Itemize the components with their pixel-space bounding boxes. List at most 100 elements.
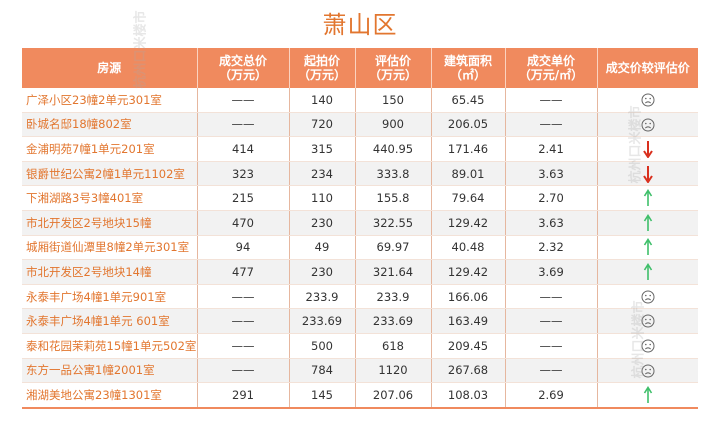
row-deal-cell: 414	[197, 136, 290, 162]
row-unit-cell: ——	[505, 88, 598, 113]
header-unit-price: 成交单价 （万元/㎡）	[505, 48, 598, 88]
row-deal-cell: 94	[197, 235, 290, 261]
row-eval-cell: 440.95	[355, 136, 432, 162]
row-deal-cell: 215	[197, 185, 290, 211]
header-unit-price-unit: （万元/㎡）	[518, 68, 584, 82]
row-source-name: 金浦明苑7幢1单元201室	[22, 136, 198, 162]
header-area-label: 建筑面积	[443, 54, 492, 68]
header-area: 建筑面积 （㎡）	[431, 48, 506, 88]
row-eval-cell: 207.06	[355, 382, 432, 409]
table-row: 永泰丰广场4幢1单元 601室 —— 233.69 233.69 163.49 ——	[22, 308, 698, 334]
up-arrow-icon	[643, 385, 653, 404]
row-start-cell: 233.69	[289, 308, 356, 334]
header-deal-total-label: 成交总价	[218, 54, 267, 68]
up-arrow-icon	[643, 189, 653, 207]
row-deal-cell: ——	[197, 284, 290, 310]
row-compare-cell	[597, 112, 698, 138]
table-row: 卧城名邸18幢802室 —— 720 900 206.05 ——	[22, 112, 698, 138]
sad-face-icon	[641, 364, 655, 378]
row-deal-cell: 323	[197, 161, 290, 187]
row-area-cell: 89.01	[431, 161, 506, 187]
row-area-cell: 40.48	[431, 235, 506, 261]
up-arrow-icon	[643, 238, 653, 256]
sad-face-icon	[641, 93, 655, 107]
row-compare-cell	[597, 333, 698, 359]
row-area-cell: 267.68	[431, 358, 506, 384]
row-eval-cell: 1120	[355, 358, 432, 384]
row-start-cell: 784	[289, 358, 356, 384]
row-start-cell: 230	[289, 210, 356, 236]
row-area-cell: 209.45	[431, 333, 506, 359]
row-source-name: 城厢街道仙潭里8幢2单元301室	[22, 235, 198, 261]
row-area-cell: 163.49	[431, 308, 506, 334]
row-unit-cell: 2.70	[505, 185, 598, 211]
header-source-label: 房源	[97, 61, 122, 75]
row-unit-cell: 3.63	[505, 161, 598, 187]
row-compare-cell	[597, 358, 698, 384]
row-compare-cell	[597, 382, 698, 409]
table-row: 银爵世纪公寓2幢1单元1102室 323 234 333.8 89.01 3.63	[22, 161, 698, 187]
row-unit-cell: 2.32	[505, 235, 598, 261]
row-unit-cell: 2.69	[505, 382, 598, 409]
row-source-name: 银爵世纪公寓2幢1单元1102室	[22, 161, 198, 187]
row-compare-cell	[597, 210, 698, 236]
row-eval-cell: 233.69	[355, 308, 432, 334]
row-area-cell: 79.64	[431, 185, 506, 211]
table-header-row: 房源 成交总价 （万元） 起拍价 （万元） 评估价 （万元） 建筑面积 （㎡）	[22, 48, 698, 88]
row-start-cell: 233.9	[289, 284, 356, 310]
row-start-cell: 500	[289, 333, 356, 359]
watermark: 杭州口米楼市	[133, 10, 149, 89]
row-source-name: 永泰丰广场4幢1单元901室	[22, 284, 198, 310]
table-row: 市北开发区2号地块14幢 477 230 321.64 129.42 3.69	[22, 259, 698, 285]
sad-face-icon	[641, 290, 655, 304]
row-eval-cell: 233.9	[355, 284, 432, 310]
row-deal-cell: 477	[197, 259, 290, 285]
row-unit-cell: ——	[505, 358, 598, 384]
row-compare-cell	[597, 284, 698, 310]
header-eval-price-unit: （万元）	[368, 68, 417, 82]
sad-face-icon	[641, 314, 655, 328]
row-source-name: 泰和花园茉莉苑15幢1单元502室	[22, 333, 198, 359]
row-compare-cell	[597, 235, 698, 261]
row-area-cell: 65.45	[431, 88, 506, 113]
header-start-price-label: 起拍价	[303, 54, 340, 68]
row-area-cell: 129.42	[431, 210, 506, 236]
row-source-name: 湘湖美地公寓23幢1301室	[22, 382, 198, 409]
row-deal-cell: 470	[197, 210, 290, 236]
row-deal-cell: ——	[197, 88, 290, 113]
table-row: 下湘湖路3号3幢401室 215 110 155.8 79.64 2.70	[22, 185, 698, 211]
table-row: 东方一品公寓1幢2001室 —— 784 1120 267.68 ——	[22, 358, 698, 384]
row-eval-cell: 322.55	[355, 210, 432, 236]
row-area-cell: 171.46	[431, 136, 506, 162]
row-source-name: 永泰丰广场4幢1单元 601室	[22, 308, 198, 334]
header-compare: 成交价较评估价	[597, 48, 698, 88]
header-source: 房源	[22, 48, 198, 88]
header-start-price: 起拍价 （万元）	[289, 48, 356, 88]
row-source-name: 市北开发区2号地块14幢	[22, 259, 198, 285]
header-start-price-unit: （万元）	[297, 68, 346, 82]
table-row: 泰和花园茉莉苑15幢1单元502室 —— 500 618 209.45 ——	[22, 333, 698, 359]
row-eval-cell: 150	[355, 88, 432, 113]
row-source-name: 东方一品公寓1幢2001室	[22, 358, 198, 384]
header-compare-label: 成交价较评估价	[605, 61, 690, 75]
up-arrow-icon	[643, 262, 653, 281]
row-compare-cell	[597, 88, 698, 113]
row-eval-cell: 321.64	[355, 259, 432, 285]
row-eval-cell: 900	[355, 112, 432, 138]
up-arrow-icon	[643, 213, 653, 232]
auction-table: 房源 成交总价 （万元） 起拍价 （万元） 评估价 （万元） 建筑面积 （㎡）	[22, 48, 698, 409]
down-arrow-icon	[642, 165, 653, 183]
row-start-cell: 234	[289, 161, 356, 187]
row-area-cell: 129.42	[431, 259, 506, 285]
row-unit-cell: ——	[505, 333, 598, 359]
row-eval-cell: 155.8	[355, 185, 432, 211]
row-unit-cell: 3.63	[505, 210, 598, 236]
table-row: 永泰丰广场4幢1单元901室 —— 233.9 233.9 166.06 ——	[22, 284, 698, 310]
watermark: 杭州口米楼市	[631, 300, 647, 379]
row-area-cell: 108.03	[431, 382, 506, 409]
row-compare-cell	[597, 259, 698, 285]
watermark: 杭州口米楼市	[628, 105, 644, 184]
header-eval-price: 评估价 （万元）	[355, 48, 432, 88]
row-unit-cell: ——	[505, 308, 598, 334]
row-start-cell: 140	[289, 88, 356, 113]
